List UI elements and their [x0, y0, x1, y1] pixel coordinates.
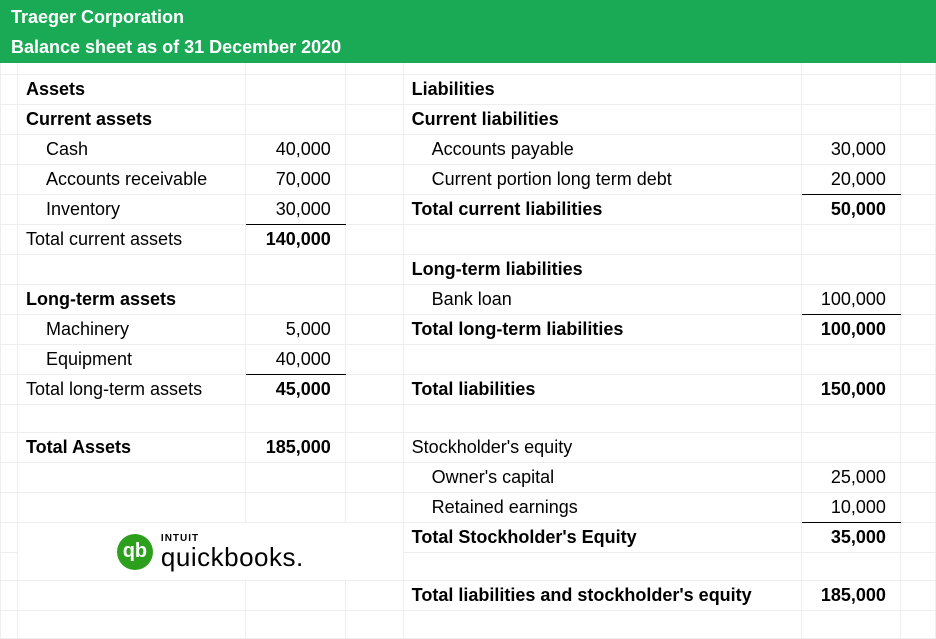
asset-row-value: 30,000: [246, 195, 345, 225]
asset-row-label: Cash: [18, 135, 246, 165]
header-row-subtitle: Balance sheet as of 31 December 2020: [1, 33, 936, 63]
asset-row-value: 40,000: [246, 135, 345, 165]
total-current-liabilities-label: Total current liabilities: [403, 195, 801, 225]
asset-row-label: Equipment: [18, 345, 246, 375]
current-liabilities-title: Current liabilities: [403, 105, 801, 135]
liability-row-label: Current portion long term debt: [403, 165, 801, 195]
total-liabilities-label: Total liabilities: [403, 375, 801, 405]
asset-row-label: Inventory: [18, 195, 246, 225]
grand-total-label: Total liabilities and stockholder's equi…: [403, 581, 801, 611]
logo-brand-text: quickbooks.: [161, 544, 304, 570]
longterm-liabilities-title: Long-term liabilities: [403, 255, 801, 285]
report-subtitle: Balance sheet as of 31 December 2020: [1, 33, 936, 63]
asset-row-value: 40,000: [246, 345, 345, 375]
total-current-assets-label: Total current assets: [18, 225, 246, 255]
liabilities-title: Liabilities: [403, 75, 801, 105]
equity-row-label: Retained earnings: [403, 493, 801, 523]
quickbooks-mark-icon: qb: [117, 534, 153, 570]
equity-row-label: Owner's capital: [403, 463, 801, 493]
header-row-company: Traeger Corporation: [1, 1, 936, 33]
total-current-assets-value: 140,000: [246, 225, 345, 255]
current-assets-title: Current assets: [18, 105, 246, 135]
total-longterm-assets-label: Total long-term assets: [18, 375, 246, 405]
longterm-assets-title: Long-term assets: [18, 285, 246, 315]
total-equity-label: Total Stockholder's Equity: [403, 523, 801, 553]
assets-title: Assets: [18, 75, 246, 105]
total-equity-value: 35,000: [801, 523, 900, 553]
total-longterm-liabilities-value: 100,000: [801, 315, 900, 345]
liability-row-value: 20,000: [801, 165, 900, 195]
total-assets-value: 185,000: [246, 433, 345, 463]
equity-title: Stockholder's equity: [403, 433, 801, 463]
total-liabilities-value: 150,000: [801, 375, 900, 405]
asset-row-label: Machinery: [18, 315, 246, 345]
liability-row-label: Accounts payable: [403, 135, 801, 165]
grand-total-value: 185,000: [801, 581, 900, 611]
equity-row-value: 25,000: [801, 463, 900, 493]
total-current-liabilities-value: 50,000: [801, 195, 900, 225]
total-longterm-assets-value: 45,000: [246, 375, 345, 405]
asset-row-label: Accounts receivable: [18, 165, 246, 195]
equity-row-value: 10,000: [801, 493, 900, 523]
asset-row-value: 5,000: [246, 315, 345, 345]
asset-row-value: 70,000: [246, 165, 345, 195]
balance-sheet-table: Traeger Corporation Balance sheet as of …: [0, 0, 936, 639]
liability-row-value: 100,000: [801, 285, 900, 315]
quickbooks-logo: qb INTUIT quickbooks.: [18, 523, 404, 581]
liability-row-value: 30,000: [801, 135, 900, 165]
total-longterm-liabilities-label: Total long-term liabilities: [403, 315, 801, 345]
liability-row-label: Bank loan: [403, 285, 801, 315]
company-name: Traeger Corporation: [1, 1, 936, 33]
total-assets-label: Total Assets: [18, 433, 246, 463]
